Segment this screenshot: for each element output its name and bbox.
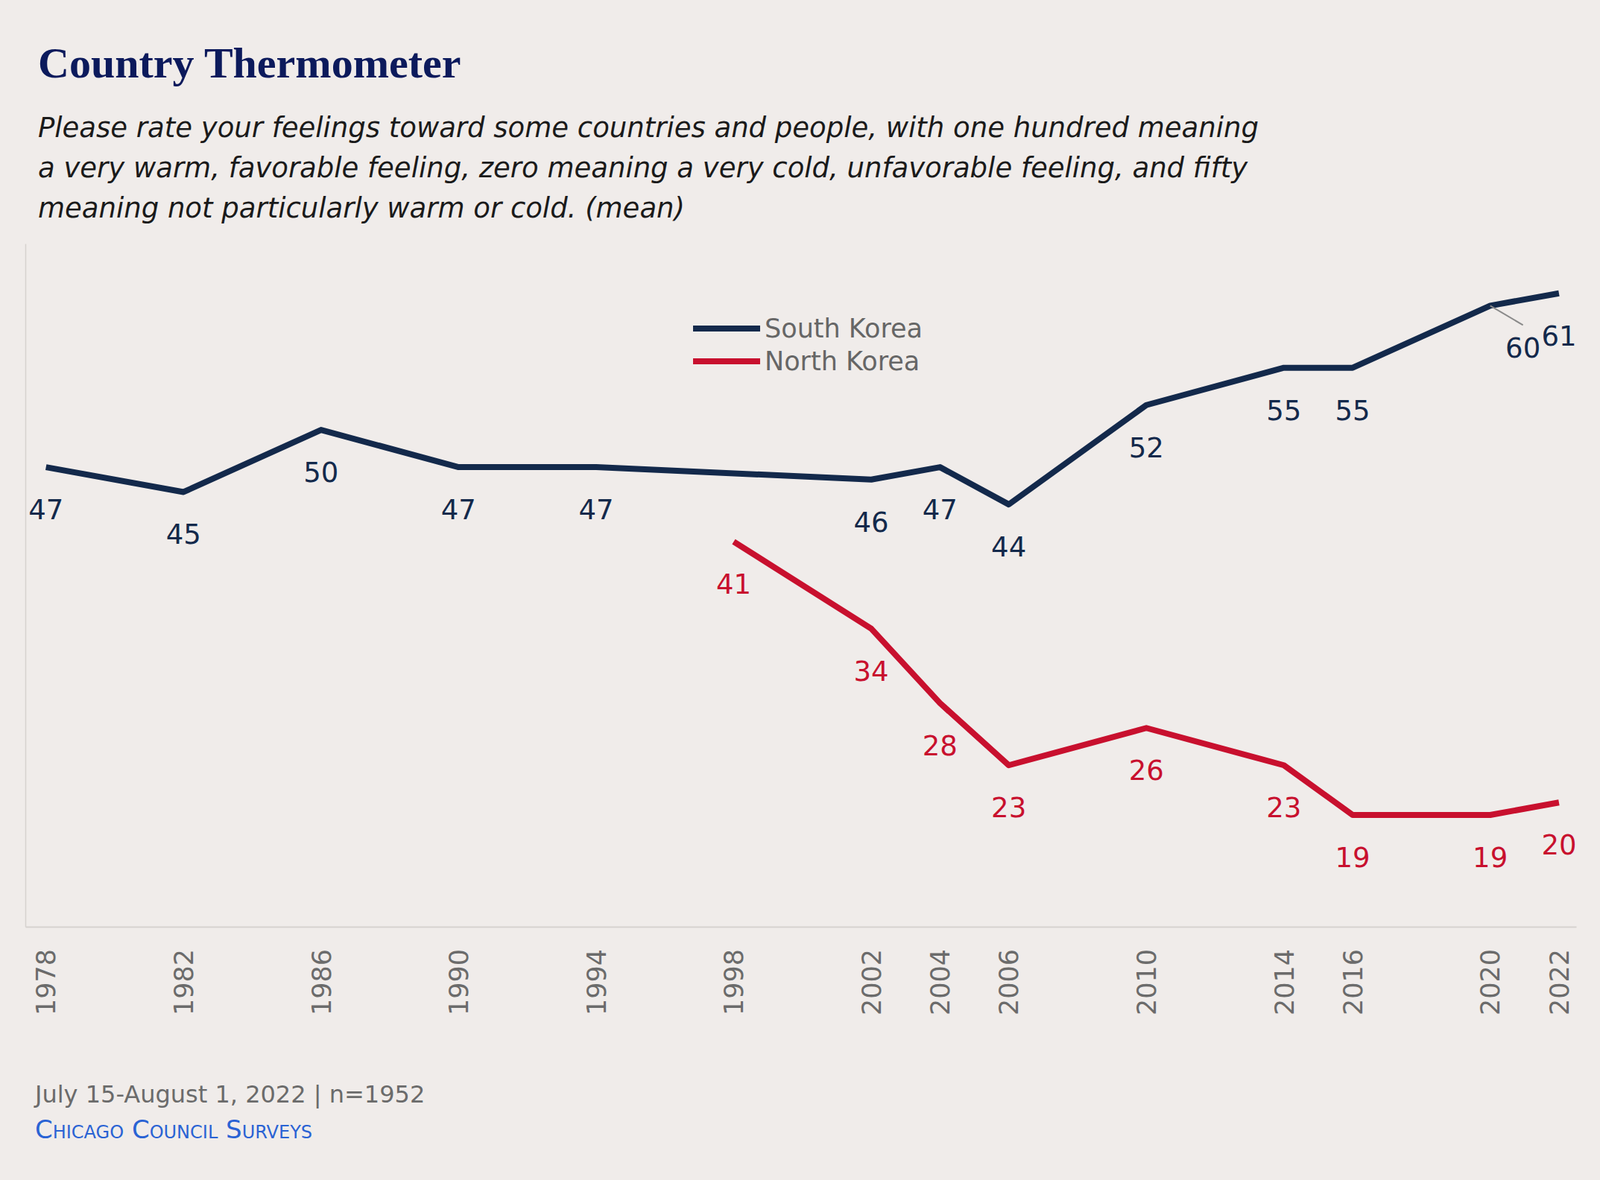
- x-tick-label: 1998: [719, 949, 749, 1016]
- legend: South KoreaNorth Korea: [693, 313, 923, 377]
- legend-swatch: [693, 325, 761, 332]
- data-label: 26: [1129, 754, 1165, 787]
- data-labels: 47 45 50 47 47 46 47 44 52 55 55 6061 41 34 28 23 26 23 19…: [28, 305, 1577, 875]
- data-label: 45: [166, 518, 202, 551]
- data-label: 46: [854, 506, 890, 539]
- legend-swatch: [693, 358, 761, 365]
- data-label: 55: [1266, 394, 1302, 428]
- subtitle: a very warm, favorable feeling, zero mea…: [38, 152, 1249, 185]
- data-label: 20: [1541, 829, 1577, 862]
- data-label: 28: [922, 730, 958, 763]
- data-label: 23: [1266, 792, 1302, 825]
- data-label: 55: [1335, 394, 1371, 428]
- data-label: 47: [441, 494, 477, 527]
- x-tick-label: 2002: [857, 949, 887, 1016]
- x-tick-label: 2006: [994, 949, 1024, 1016]
- x-tick: 2022: [1544, 927, 1575, 1016]
- x-tick-label: 2022: [1544, 949, 1575, 1016]
- source: July 15-August 1, 2022 | n=1952: [33, 1080, 425, 1109]
- x-tick: 1978: [31, 927, 62, 1016]
- x-tick-label: 1986: [307, 949, 337, 1016]
- x-tick-label: 2004: [925, 949, 956, 1016]
- x-tick-label: 1990: [444, 949, 474, 1016]
- credit: Chicago Council Surveys: [35, 1114, 313, 1145]
- x-tick-label: 1982: [169, 949, 199, 1016]
- data-label: 60: [1505, 332, 1541, 365]
- x-tick: 2020: [1475, 927, 1506, 1016]
- lines: [46, 293, 1560, 816]
- x-tick-label: 1994: [582, 949, 612, 1016]
- x-tick-label: 1978: [31, 949, 62, 1016]
- x-tick: 1990: [444, 927, 474, 1016]
- x-tick: 1982: [169, 927, 199, 1016]
- subtitle: meaning not particularly warm or cold. (…: [38, 192, 685, 225]
- series-line: [734, 541, 1560, 816]
- series-line: [46, 293, 1560, 505]
- x-tick-label: 2014: [1269, 949, 1300, 1016]
- x-tick: 2004: [925, 927, 956, 1016]
- data-label: 44: [991, 531, 1027, 564]
- x-tick: 2006: [994, 927, 1024, 1016]
- x-axis-line: [26, 927, 1577, 929]
- data-label: 61: [1541, 320, 1577, 353]
- chart: Country Thermometer Please rate your feel…: [0, 0, 1600, 1180]
- x-axis: 1978 1982 1986 1990 1994 1998 2002 2004 2006 2010…: [26, 927, 1577, 1016]
- x-tick-label: 2020: [1475, 949, 1506, 1016]
- x-tick: 2010: [1131, 927, 1162, 1016]
- x-tick: 2016: [1338, 927, 1369, 1016]
- y-axis: [25, 244, 27, 928]
- legend-label: South Korea: [764, 313, 923, 344]
- label-leader: [1490, 305, 1524, 325]
- legend-label: North Korea: [764, 346, 920, 377]
- subtitle: Please rate your feelings toward some co…: [38, 111, 1259, 144]
- x-tick: 2002: [857, 927, 887, 1016]
- y-axis-line: [25, 244, 27, 928]
- data-label: 50: [303, 456, 339, 489]
- data-label: 41: [716, 568, 752, 601]
- data-label: 34: [854, 655, 890, 688]
- x-tick: 1986: [307, 927, 337, 1016]
- data-label: 47: [922, 494, 958, 527]
- data-label: 47: [578, 494, 614, 527]
- x-tick: 1994: [582, 927, 612, 1016]
- title: Country Thermometer: [38, 38, 462, 88]
- data-label: 19: [1472, 842, 1508, 875]
- data-label: 47: [28, 494, 64, 527]
- x-tick: 1998: [719, 927, 749, 1016]
- x-tick-label: 2016: [1338, 949, 1369, 1016]
- x-tick-label: 2010: [1131, 949, 1162, 1016]
- data-label: 52: [1129, 432, 1165, 465]
- data-label: 23: [991, 792, 1027, 825]
- background: [0, 0, 1600, 1180]
- x-tick: 2014: [1269, 927, 1300, 1016]
- data-label: 19: [1335, 842, 1371, 875]
